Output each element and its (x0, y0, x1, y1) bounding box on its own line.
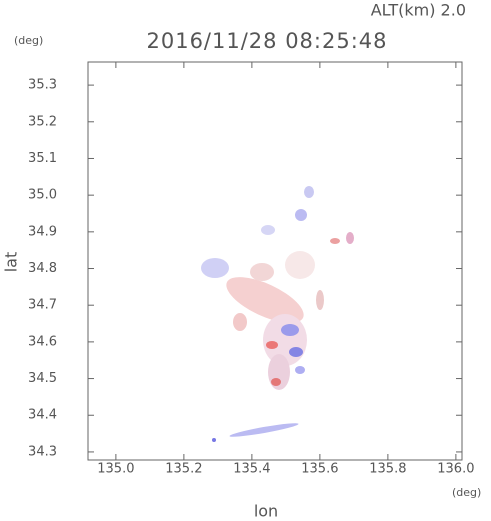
x-tick-label: 135.2 (165, 462, 202, 477)
echo-patch (250, 263, 274, 281)
echo-patch (304, 186, 314, 198)
y-tick-label: 34.7 (28, 298, 57, 313)
y-tick-label: 34.5 (28, 371, 57, 386)
x-tick-label: 135.6 (301, 462, 338, 477)
x-tick-label: 135.0 (97, 462, 134, 477)
echo-patch (201, 258, 229, 278)
y-tick-label: 34.8 (28, 261, 57, 276)
echo-patch (226, 277, 304, 323)
y-tick-label: 35.2 (28, 114, 57, 129)
echo-patch (295, 209, 307, 221)
y-tick-label: 35.3 (28, 78, 57, 93)
x-axis-label: lon (254, 502, 278, 521)
echo-patch (261, 225, 275, 235)
y-tick-label: 34.9 (28, 224, 57, 239)
y-tick-label: 35.0 (28, 188, 57, 203)
y-tick-label: 35.1 (28, 151, 57, 166)
plot-frame (87, 61, 463, 461)
echo-patch (289, 347, 303, 357)
echo-patch (281, 324, 299, 336)
echo-patch (271, 378, 281, 386)
y-tick-label: 34.3 (28, 444, 57, 459)
echo-patch (330, 238, 340, 244)
echo-patch (233, 313, 247, 331)
y-axis-label: lat (2, 252, 21, 273)
echo-patch (212, 438, 216, 442)
echo-patch (316, 290, 324, 310)
echo-field (201, 186, 354, 442)
echo-patch (285, 251, 315, 279)
y-unit: (deg) (14, 34, 43, 47)
annotation: ALT(km) 2.0 (371, 1, 466, 20)
y-tick-label: 34.6 (28, 334, 57, 349)
echo-patch (266, 341, 278, 349)
echo-patch (295, 366, 305, 374)
x-tick-label: 135.8 (369, 462, 406, 477)
y-tick-label: 34.4 (28, 408, 57, 423)
echo-patch (229, 423, 299, 437)
x-unit: (deg) (452, 486, 481, 499)
chart-title: 2016/11/28 08:25:48 (146, 29, 387, 53)
echo-patch (346, 232, 354, 244)
x-tick-label: 136.0 (437, 462, 474, 477)
x-tick-label: 135.4 (233, 462, 270, 477)
